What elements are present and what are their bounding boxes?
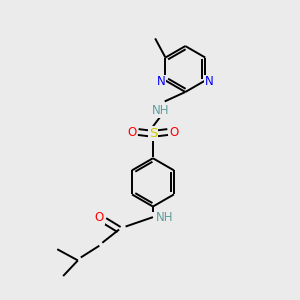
Text: S: S xyxy=(149,127,157,140)
Text: NH: NH xyxy=(152,104,169,117)
Text: NH: NH xyxy=(155,211,173,224)
Text: O: O xyxy=(95,211,104,224)
Text: N: N xyxy=(205,76,214,88)
Text: O: O xyxy=(169,125,179,139)
Text: O: O xyxy=(127,125,136,139)
Text: N: N xyxy=(157,76,165,88)
